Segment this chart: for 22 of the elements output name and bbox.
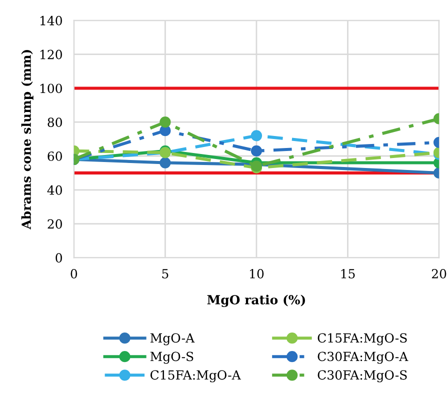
point [250,145,262,156]
y-tick-label: 0 [56,253,62,263]
x-tick-label: 0 [70,269,78,278]
legend-label: C15FA:MgO-A [150,370,241,382]
y-tick-label: 60 [48,151,62,161]
legend-label: MgO-A [150,333,195,346]
legend-label: C15FA:MgO-S [318,333,407,346]
x-tick-label: 10 [250,269,264,278]
y-tick-label: 100 [40,84,62,94]
y-tick-label: 120 [40,50,62,60]
y-tick-label: 40 [47,185,62,195]
x-tick-label: 15 [341,269,355,278]
x-tick-label: 20 [432,269,446,278]
y-tick-label: 20 [48,219,62,229]
legend-label: C30FA:MgO-S [318,370,407,382]
y-tick-label: 80 [48,118,62,128]
x-axis-title: MgO ratio (%) [207,294,305,308]
y-tick-label: 140 [40,16,62,26]
legend-label: MgO-S [150,352,194,364]
y-axis-title: Abrams cone slump (mm) [21,50,34,230]
x-tick-label: 5 [162,269,168,278]
legend-label: C30FA:MgO-A [318,352,408,364]
